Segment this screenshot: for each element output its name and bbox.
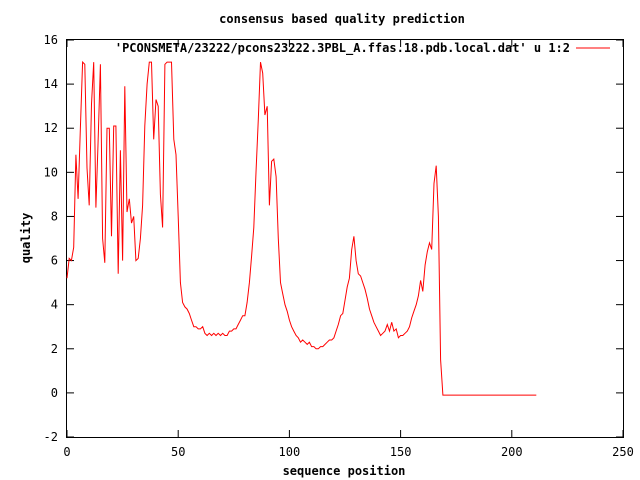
- legend-label: 'PCONSMETA/23222/pcons23222.3PBL_A.ffas.…: [115, 41, 570, 56]
- x-tick-label: 150: [390, 445, 412, 459]
- y-axis-label: quality: [19, 213, 33, 264]
- x-tick-label: 100: [279, 445, 301, 459]
- x-tick-label: 0: [63, 445, 70, 459]
- x-tick-label: 200: [501, 445, 523, 459]
- y-tick-label: 12: [44, 121, 58, 135]
- x-axis-label: sequence position: [283, 464, 406, 478]
- x-tick-label: 50: [171, 445, 185, 459]
- y-tick-label: 2: [51, 342, 58, 356]
- x-tick-label: 250: [612, 445, 634, 459]
- y-tick-label: -2: [44, 430, 58, 444]
- chart-title: consensus based quality prediction: [219, 12, 465, 26]
- y-tick-label: 10: [44, 165, 58, 179]
- series-line: [66, 60, 537, 396]
- x-axis-ticks: 0 50 100 150 200 250: [63, 40, 634, 459]
- plot-border: [66, 39, 624, 438]
- y-axis-ticks: -2 0 2 4 6 8 10 12 14 16: [44, 33, 623, 444]
- y-tick-label: 4: [51, 298, 58, 312]
- y-tick-label: 8: [51, 209, 58, 223]
- y-tick-label: 6: [51, 254, 58, 268]
- y-tick-label: 14: [44, 77, 58, 91]
- y-tick-label: 0: [51, 386, 58, 400]
- y-tick-label: 16: [44, 33, 58, 47]
